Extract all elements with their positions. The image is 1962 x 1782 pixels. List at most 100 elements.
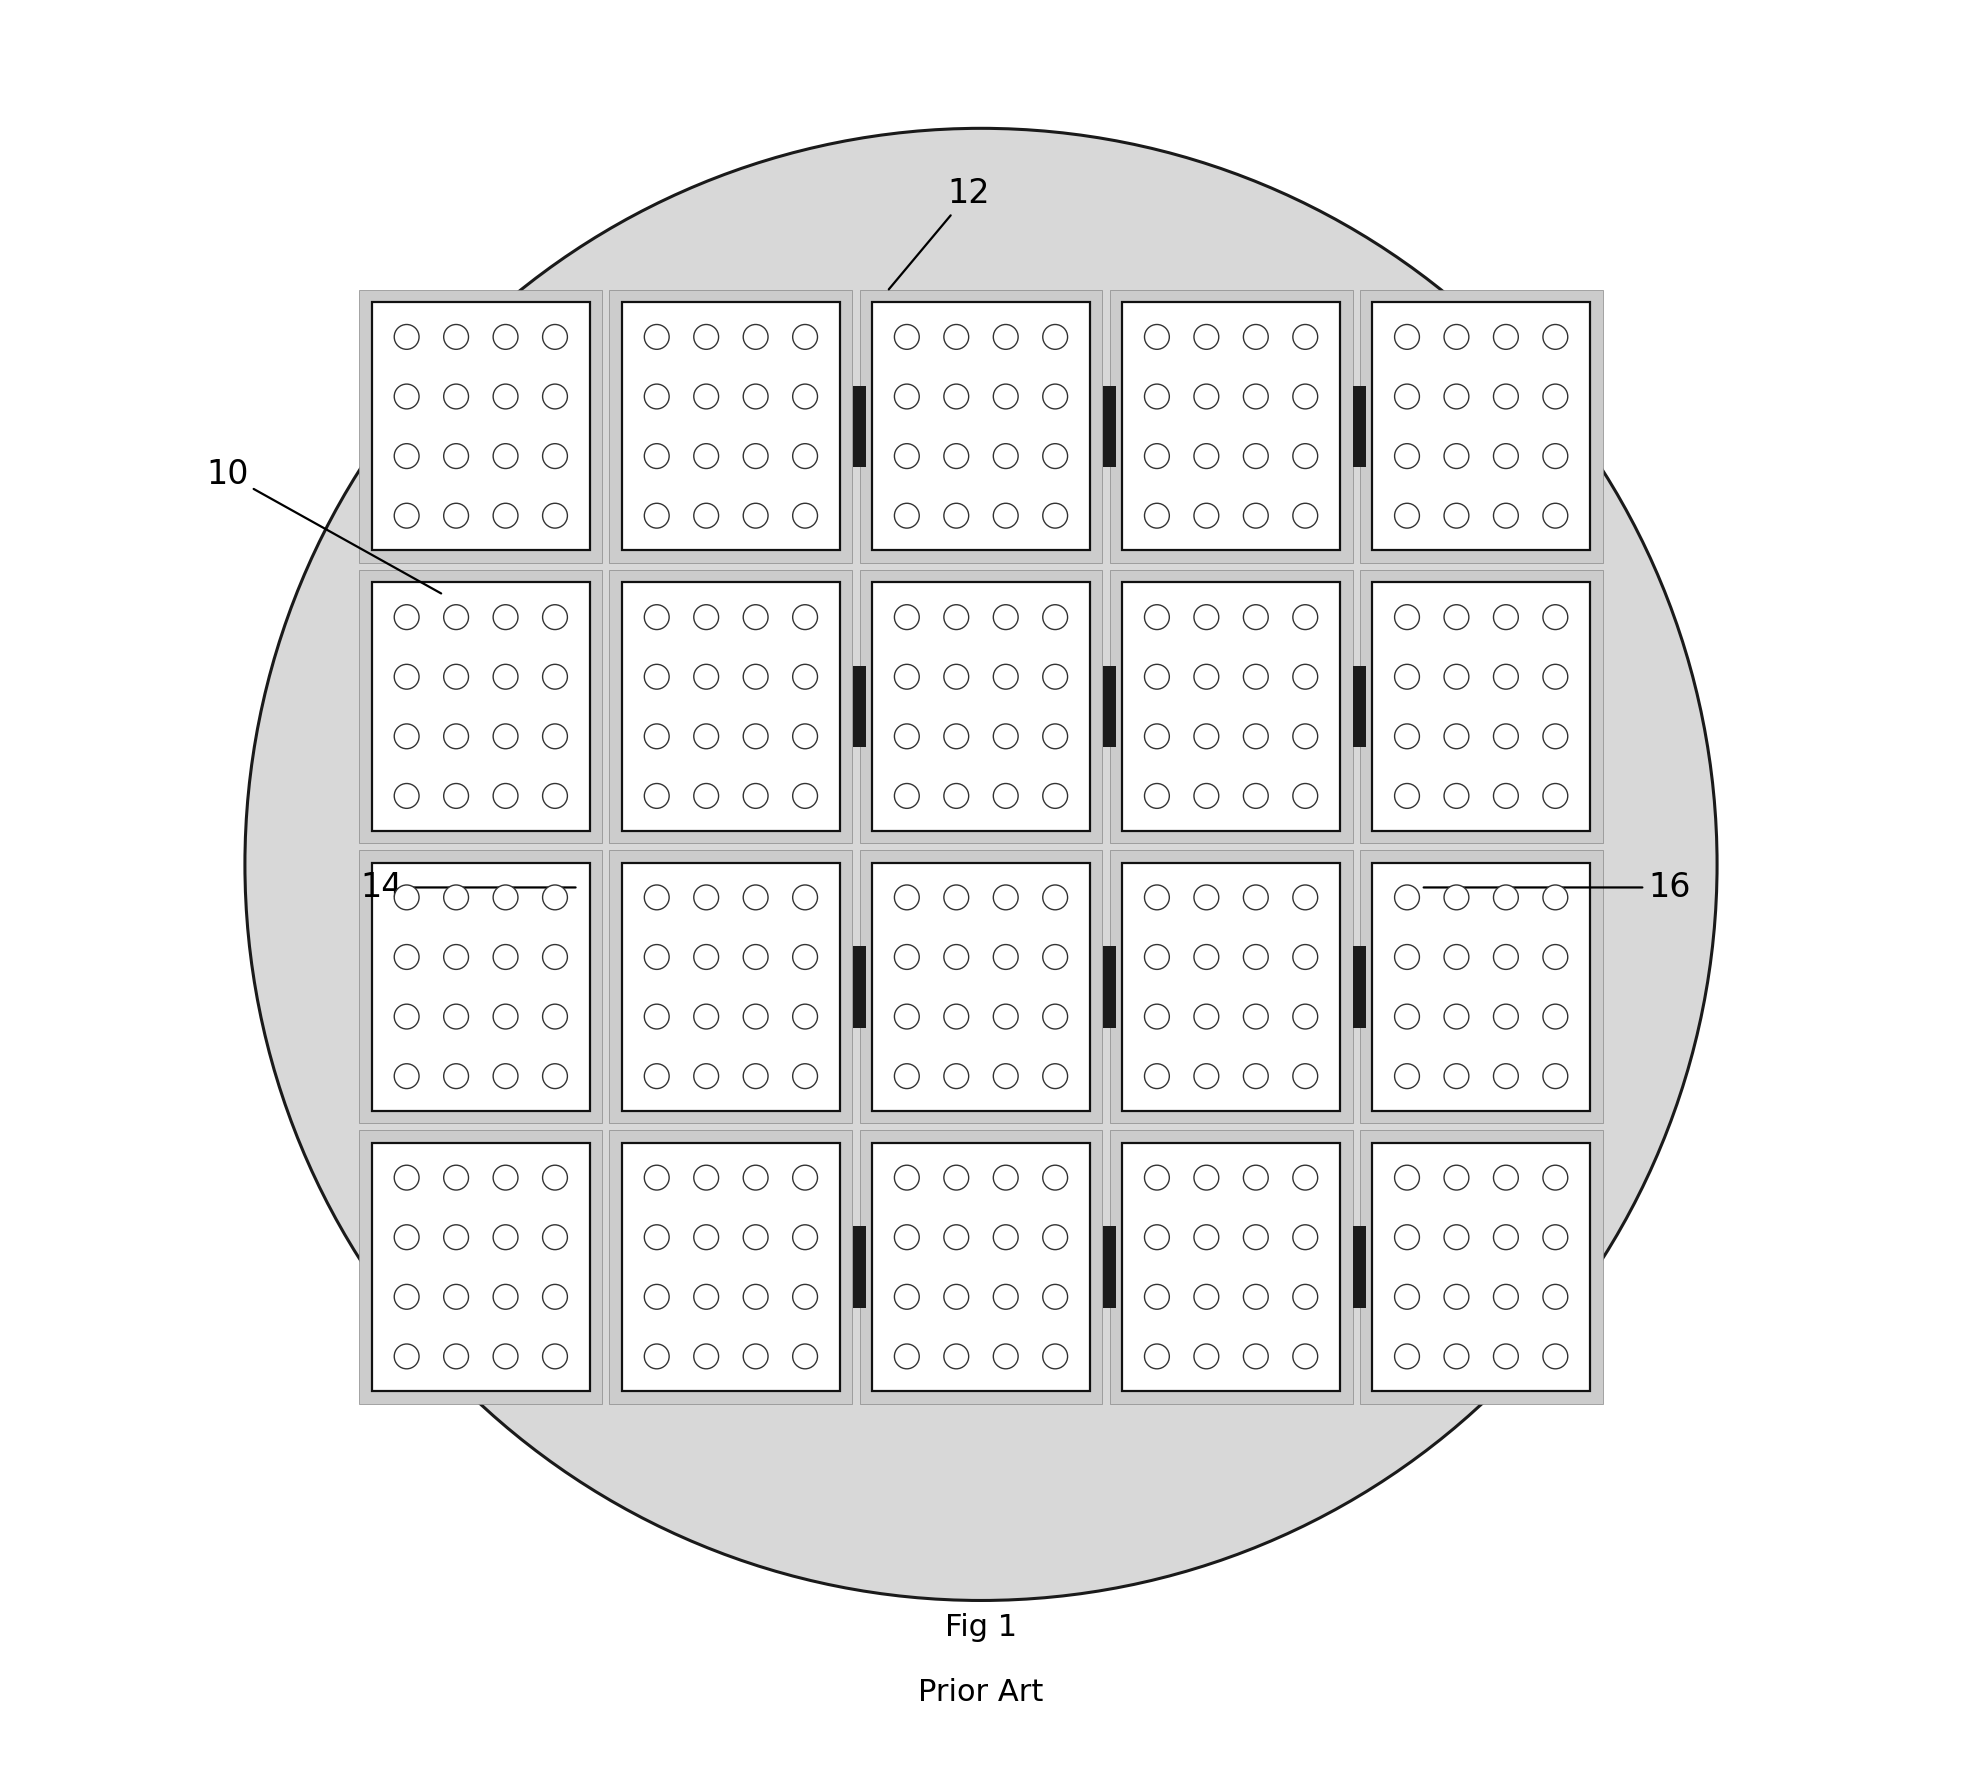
Circle shape [1395, 324, 1419, 349]
Circle shape [492, 944, 518, 969]
Circle shape [443, 1344, 469, 1369]
Circle shape [543, 784, 567, 809]
Circle shape [1144, 1064, 1169, 1089]
Bar [1360, 570, 1603, 843]
Circle shape [492, 604, 518, 629]
Circle shape [492, 1285, 518, 1310]
Circle shape [543, 385, 567, 408]
Circle shape [1293, 784, 1318, 809]
Circle shape [1042, 784, 1067, 809]
Circle shape [1542, 1285, 1568, 1310]
Circle shape [1042, 1064, 1067, 1089]
Circle shape [1395, 503, 1419, 527]
Circle shape [793, 723, 818, 748]
Circle shape [1244, 1165, 1267, 1190]
Bar [610, 1130, 852, 1404]
Circle shape [394, 324, 420, 349]
Circle shape [1042, 604, 1067, 629]
Circle shape [443, 1064, 469, 1089]
Circle shape [695, 1005, 718, 1028]
Circle shape [1444, 1344, 1470, 1369]
Circle shape [1042, 944, 1067, 969]
Circle shape [1493, 1285, 1519, 1310]
Circle shape [644, 1165, 669, 1190]
Circle shape [895, 1165, 920, 1190]
Circle shape [644, 444, 669, 469]
Circle shape [1293, 1285, 1318, 1310]
Circle shape [1144, 1005, 1169, 1028]
Bar [371, 583, 591, 830]
Circle shape [944, 1344, 969, 1369]
Circle shape [1195, 944, 1218, 969]
Circle shape [1293, 1224, 1318, 1249]
Circle shape [744, 324, 767, 349]
Circle shape [1542, 944, 1568, 969]
Bar [359, 570, 602, 843]
Circle shape [993, 1285, 1018, 1310]
Circle shape [394, 1285, 420, 1310]
Circle shape [1244, 444, 1267, 469]
Circle shape [744, 385, 767, 408]
Circle shape [443, 784, 469, 809]
Circle shape [993, 784, 1018, 809]
Bar [1354, 1226, 1366, 1308]
Circle shape [944, 503, 969, 527]
Circle shape [394, 604, 420, 629]
Circle shape [695, 324, 718, 349]
Circle shape [1444, 604, 1470, 629]
Circle shape [1195, 324, 1218, 349]
Bar [1103, 946, 1116, 1028]
Circle shape [1195, 1165, 1218, 1190]
Circle shape [695, 1165, 718, 1190]
Circle shape [695, 503, 718, 527]
Bar [622, 862, 840, 1110]
Circle shape [1395, 1285, 1419, 1310]
Circle shape [543, 665, 567, 690]
Circle shape [1444, 1285, 1470, 1310]
Circle shape [695, 665, 718, 690]
Circle shape [1195, 1285, 1218, 1310]
Circle shape [543, 1344, 567, 1369]
Circle shape [492, 444, 518, 469]
Circle shape [695, 1064, 718, 1089]
Circle shape [1293, 604, 1318, 629]
Circle shape [394, 1165, 420, 1190]
Circle shape [443, 1285, 469, 1310]
Circle shape [543, 944, 567, 969]
Circle shape [1244, 1285, 1267, 1310]
Circle shape [443, 503, 469, 527]
Circle shape [793, 886, 818, 911]
Circle shape [793, 1005, 818, 1028]
Text: 14: 14 [361, 871, 575, 903]
Circle shape [492, 784, 518, 809]
Circle shape [695, 1224, 718, 1249]
Circle shape [492, 1165, 518, 1190]
Circle shape [895, 886, 920, 911]
Circle shape [1493, 385, 1519, 408]
Circle shape [1395, 1064, 1419, 1089]
Circle shape [644, 665, 669, 690]
Text: Prior Art: Prior Art [918, 1679, 1044, 1707]
Circle shape [1444, 1005, 1470, 1028]
Circle shape [1395, 886, 1419, 911]
Bar [1371, 862, 1591, 1110]
Circle shape [492, 1224, 518, 1249]
Circle shape [1042, 1165, 1067, 1190]
Circle shape [1244, 604, 1267, 629]
Circle shape [492, 503, 518, 527]
Circle shape [1244, 1344, 1267, 1369]
Bar [371, 862, 591, 1110]
Bar [853, 666, 865, 747]
Circle shape [895, 1224, 920, 1249]
Bar [610, 570, 852, 843]
Circle shape [793, 604, 818, 629]
Circle shape [1195, 385, 1218, 408]
Circle shape [1293, 503, 1318, 527]
Circle shape [1244, 886, 1267, 911]
Circle shape [744, 1285, 767, 1310]
Circle shape [1493, 444, 1519, 469]
Circle shape [492, 324, 518, 349]
Circle shape [1542, 1005, 1568, 1028]
Circle shape [895, 784, 920, 809]
Circle shape [394, 1344, 420, 1369]
